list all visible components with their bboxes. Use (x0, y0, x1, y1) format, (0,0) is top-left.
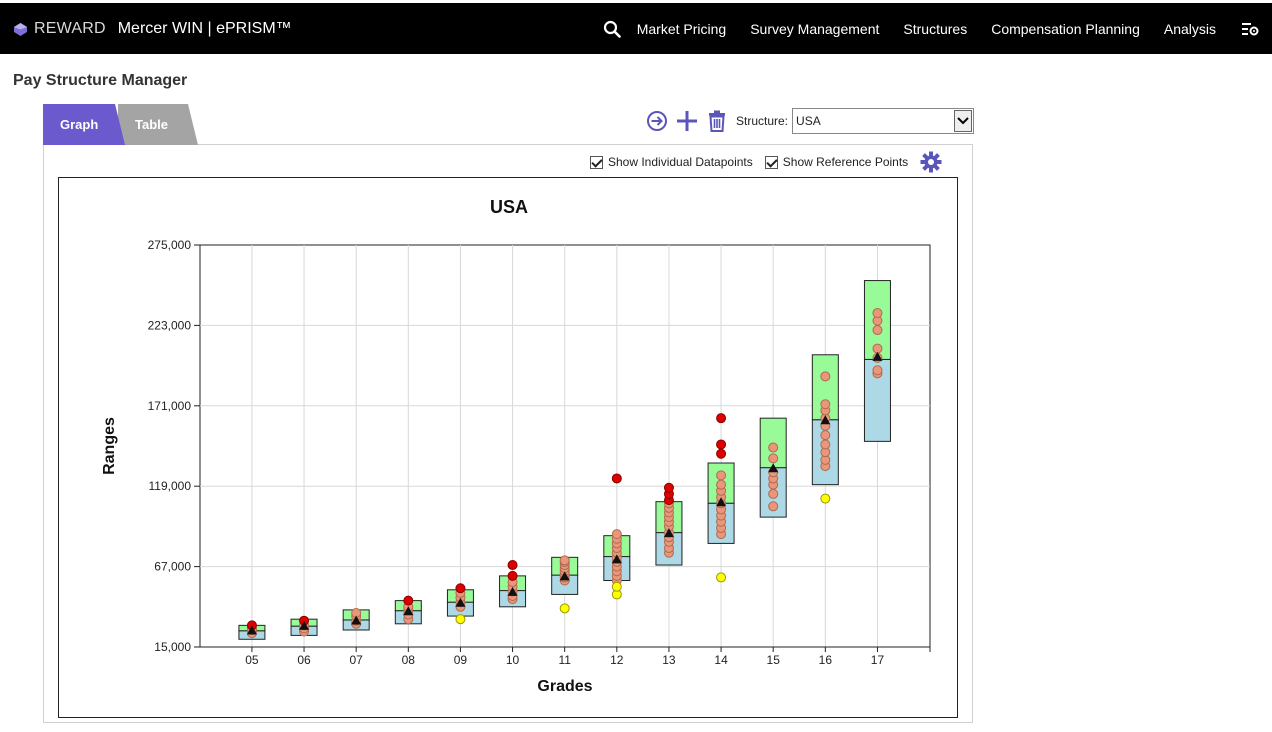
top-navigation-bar: REWARD Mercer WIN | ePRISM™ Market Prici… (0, 3, 1272, 54)
median-marker (716, 497, 727, 507)
structure-label: Structure: (736, 114, 789, 128)
datapoint (820, 430, 831, 441)
tab-table[interactable]: Table (118, 104, 198, 145)
datapoint (872, 343, 883, 354)
structure-select[interactable]: USA (792, 108, 975, 134)
chevron-down-icon[interactable] (954, 110, 973, 132)
x-tick-label: 08 (402, 653, 416, 667)
high-reference-point (663, 482, 674, 493)
pay-structure-chart: USA Grades Ranges 15,000 67,000 119,000 171… (58, 177, 958, 718)
add-icon[interactable] (676, 110, 698, 132)
reward-logo-icon (14, 22, 27, 36)
gear-icon[interactable] (920, 151, 942, 173)
datapoint (611, 529, 622, 540)
y-axis-label: Ranges (101, 417, 118, 475)
brand[interactable]: REWARD Mercer WIN | ePRISM™ (14, 20, 292, 38)
datapoint (768, 488, 779, 499)
datapoint (768, 453, 779, 464)
nav-structures[interactable]: Structures (903, 20, 968, 37)
settings-icon[interactable] (1240, 19, 1260, 39)
chart-options: Show Individual Datapoints Show Referenc… (590, 151, 942, 173)
y-tick-label: 275,000 (148, 238, 192, 252)
main-nav: Market Pricing Survey Management Structu… (603, 3, 1272, 54)
search-icon[interactable] (603, 20, 621, 38)
high-reference-point (455, 583, 466, 594)
nav-analysis[interactable]: Analysis (1163, 20, 1216, 37)
y-tick-label: 119,000 (149, 479, 192, 493)
chart-svg: USA Grades Ranges 15,00067,000119,000171… (101, 197, 931, 695)
datapoint (716, 470, 727, 481)
datapoint (820, 439, 831, 450)
y-tick-label: 223,000 (148, 318, 192, 332)
tab-graph[interactable]: Graph (43, 104, 125, 145)
datapoint (820, 399, 831, 410)
datapoint (716, 479, 727, 490)
show-individual-datapoints-label: Show Individual Datapoints (608, 155, 753, 169)
high-reference-point (716, 413, 727, 424)
median-marker (768, 463, 779, 473)
x-axis-label: Grades (537, 678, 592, 695)
datapoint (559, 555, 570, 566)
median-marker (351, 615, 362, 625)
x-tick-label: 15 (767, 653, 781, 667)
median-marker (246, 625, 257, 635)
x-tick-label: 09 (454, 653, 468, 667)
show-reference-points-label: Show Reference Points (782, 155, 909, 169)
x-tick-label: 05 (245, 653, 259, 667)
x-tick-label: 11 (558, 653, 571, 667)
low-reference-point (716, 572, 727, 583)
datapoint (872, 365, 883, 376)
y-tick-label: 67,000 (154, 560, 191, 574)
navigate-arrow-icon[interactable] (646, 110, 668, 132)
x-tick-label: 17 (871, 653, 885, 667)
median-marker (663, 528, 674, 538)
median-marker (507, 586, 518, 596)
median-marker (611, 554, 622, 564)
datapoint (768, 501, 779, 512)
high-reference-point (716, 448, 727, 459)
x-tick-label: 13 (662, 653, 676, 667)
high-reference-point (507, 570, 518, 581)
low-reference-point (559, 603, 570, 614)
datapoint (872, 325, 883, 336)
x-tick-label: 07 (349, 653, 363, 667)
high-reference-point (507, 560, 518, 571)
show-reference-points-checkbox[interactable] (764, 155, 778, 169)
x-tick-label: 14 (714, 653, 728, 667)
x-tick-label: 12 (610, 653, 624, 667)
median-marker (403, 606, 414, 616)
nav-market-pricing[interactable]: Market Pricing (636, 20, 727, 37)
datapoint (820, 371, 831, 382)
x-tick-label: 06 (297, 653, 311, 667)
median-marker (872, 351, 883, 361)
median-marker (299, 620, 310, 630)
y-tick-label: 15,000 (154, 640, 191, 654)
low-reference-point (820, 493, 831, 504)
y-tick-label: 171,000 (148, 399, 192, 413)
x-tick-label: 16 (819, 653, 833, 667)
show-individual-datapoints-checkbox[interactable] (590, 155, 603, 169)
page-title: Pay Structure Manager (13, 72, 188, 89)
high-reference-point (716, 439, 727, 450)
datapoint (768, 442, 779, 453)
structure-toolbar: Structure: USA (646, 107, 975, 135)
median-marker (559, 571, 570, 581)
median-marker (820, 415, 831, 425)
nav-survey-management[interactable]: Survey Management (750, 20, 880, 37)
brand-product-label: Mercer WIN | ePRISM™ (117, 20, 292, 37)
low-reference-point (455, 614, 466, 625)
low-reference-point (611, 581, 622, 592)
x-tick-label: 10 (506, 653, 520, 667)
datapoint (872, 308, 883, 319)
nav-compensation-planning[interactable]: Compensation Planning (991, 20, 1140, 37)
median-marker (455, 597, 466, 607)
structure-select-value: USA (796, 114, 821, 128)
brand-reward-label: REWARD (34, 20, 106, 37)
high-reference-point (611, 473, 622, 484)
chart-title: USA (490, 197, 528, 217)
delete-icon[interactable] (706, 110, 728, 132)
high-reference-point (403, 595, 414, 606)
